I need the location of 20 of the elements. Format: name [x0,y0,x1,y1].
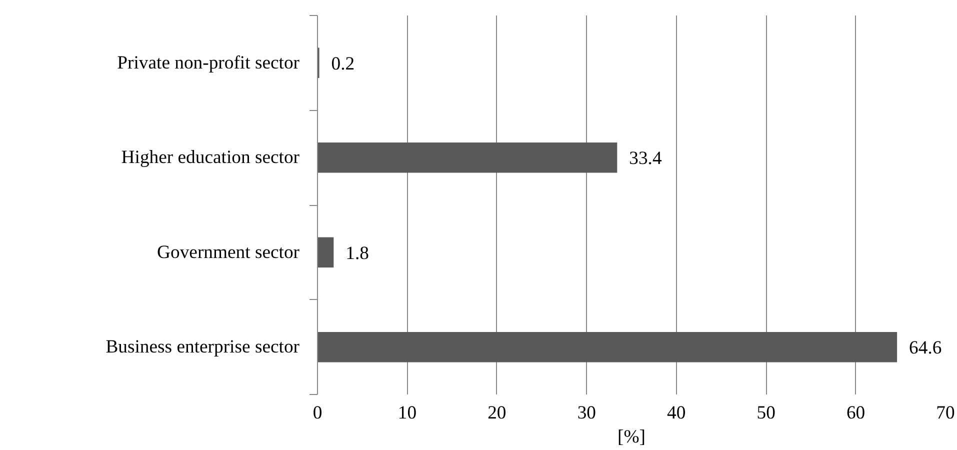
bar [318,237,334,268]
data-label: 33.4 [629,148,662,170]
y-tick-label: Private non-profit sector [117,52,300,74]
bar [318,332,898,362]
y-tick-label: Higher education sector [121,147,300,168]
x-axis-title: [%] [618,426,646,448]
x-tick-label: 70 [936,402,955,424]
x-tick-label: 50 [756,402,776,424]
x-tick-label: 30 [577,402,596,424]
x-tick-label: 10 [398,402,417,424]
data-label: 0.2 [331,53,355,74]
x-tick-label: 0 [312,402,322,424]
data-label: 1.8 [346,242,369,264]
x-tick-label: 20 [488,402,506,424]
bar [318,142,618,173]
y-tick-label: Government sector [157,242,300,263]
data-label: 64.6 [909,338,942,359]
x-tick-label: 40 [667,402,686,424]
y-tick-label: Business enterprise sector [106,336,300,358]
x-tick-label: 60 [846,402,866,424]
